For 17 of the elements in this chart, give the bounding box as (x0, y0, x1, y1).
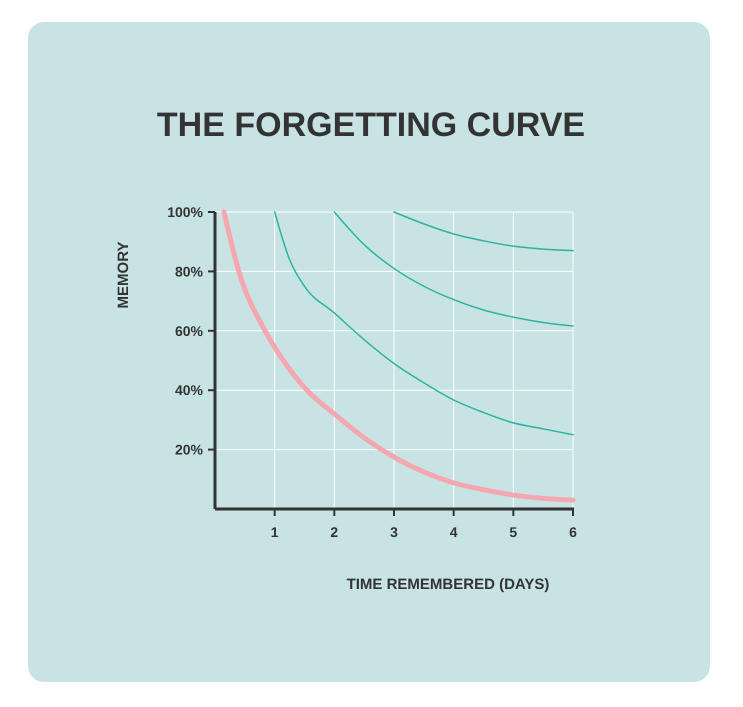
x-tick-label: 2 (330, 524, 338, 540)
x-tick-label: 4 (450, 524, 458, 540)
x-tick-label: 1 (270, 524, 279, 540)
line-series (393, 211, 574, 252)
y-tick-label: 60% (174, 322, 204, 339)
x-axis-title: TIME REMEMBERED (DAYS) (346, 576, 550, 593)
y-tick-label: 80% (174, 263, 204, 280)
y-tick-label: 100% (167, 204, 204, 220)
x-tick-label: 3 (390, 524, 398, 540)
x-tick-label: 6 (569, 524, 578, 540)
y-tick-label: 40% (174, 382, 204, 398)
y-axis-title: MEMORY (115, 242, 132, 308)
x-tick-label: 5 (509, 524, 518, 540)
line-series (274, 211, 574, 436)
line-series (334, 211, 574, 327)
chart-title: THE FORGETTING CURVE (156, 106, 586, 144)
y-tick-label: 20% (174, 442, 204, 458)
